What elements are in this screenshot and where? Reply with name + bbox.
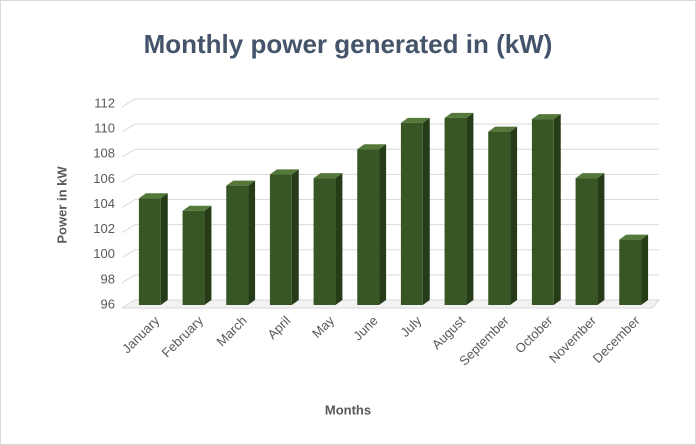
bar [182, 205, 212, 305]
bar-side [597, 173, 605, 305]
bar-top [619, 234, 649, 240]
y-tick-label: 106 [93, 171, 115, 186]
bar-side [379, 144, 387, 305]
bar-top [138, 193, 168, 199]
y-axis-title: Power in kW [54, 166, 69, 244]
bar-side [291, 169, 299, 305]
bar-side [641, 234, 649, 305]
bar [138, 193, 168, 305]
grid-line [121, 274, 659, 284]
bar-side [422, 117, 430, 305]
bar-front [488, 131, 511, 305]
bar-side [160, 193, 168, 305]
x-axis-title: Months [325, 402, 371, 417]
grid-line [121, 199, 659, 208]
bar-front [269, 174, 292, 305]
grid-line [121, 249, 659, 259]
y-tick-label: 112 [94, 95, 115, 110]
bar-top [357, 144, 387, 150]
y-tick-label: 96 [101, 296, 115, 311]
bar [313, 173, 343, 305]
bar-top [444, 112, 474, 118]
grid-line [121, 173, 659, 183]
chart-title: Monthly power generated in (kW) [144, 29, 553, 59]
bar-front [444, 117, 467, 305]
bar-front [138, 198, 161, 305]
bar-front [182, 210, 205, 305]
bar [619, 234, 649, 305]
bar [531, 114, 561, 305]
bar [357, 144, 387, 305]
bar [226, 180, 256, 305]
bar-front [226, 185, 249, 305]
floor [120, 299, 661, 309]
bar-front [313, 178, 336, 305]
y-tick-label: 98 [101, 271, 115, 286]
grid-line [121, 224, 659, 234]
bar [444, 112, 474, 305]
bar-top [575, 173, 605, 179]
bar-side [553, 114, 561, 305]
y-tick-label: 108 [93, 146, 115, 161]
bar-front [357, 149, 380, 305]
bar-side [248, 180, 256, 305]
y-tick-label: 110 [94, 121, 115, 136]
bar [400, 117, 430, 305]
bar-side [335, 173, 343, 305]
bar-top [226, 180, 256, 186]
grid-line [121, 148, 659, 158]
bar [575, 173, 605, 305]
bar-top [269, 169, 299, 175]
bar-side [510, 126, 518, 305]
bar-front [575, 178, 598, 305]
y-tick-label: 100 [93, 246, 115, 261]
y-tick-label: 104 [93, 196, 115, 211]
bar-front [531, 119, 554, 305]
y-tick-label: 102 [93, 221, 115, 236]
bar-top [488, 126, 518, 132]
bar-side [466, 112, 474, 305]
grid-line [121, 98, 659, 108]
bar [488, 126, 518, 305]
bar-front [619, 239, 642, 305]
bar-side [204, 205, 212, 305]
bar [269, 169, 299, 305]
bar-top [313, 173, 343, 179]
bar-front [400, 122, 423, 305]
bar-top [400, 117, 430, 123]
bar-top [531, 114, 561, 120]
bar-top [182, 205, 212, 211]
grid-line [121, 123, 659, 133]
